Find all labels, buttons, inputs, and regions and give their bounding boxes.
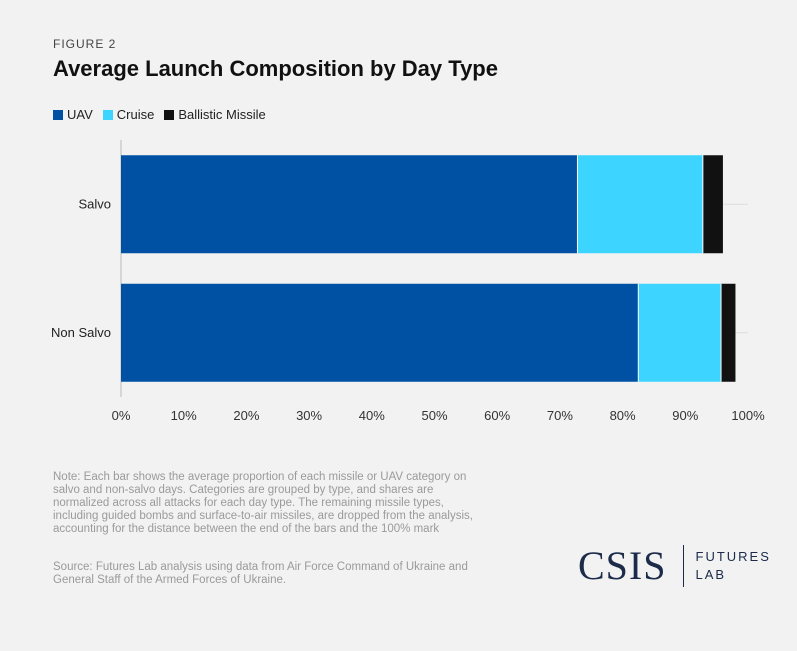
x-tick-label: 50% <box>421 408 447 423</box>
bar-uav-non-salvo <box>121 283 639 382</box>
legend-item-uav: UAV <box>53 107 93 122</box>
legend-swatch-uav <box>53 109 63 120</box>
bar-cruise-non-salvo <box>638 283 722 382</box>
legend-item-cruise: Cruise <box>102 107 155 122</box>
category-label: Salvo <box>78 196 111 211</box>
logo-futures-lab: FUTURES LAB <box>696 548 771 584</box>
x-tick-label: 10% <box>171 408 197 423</box>
x-tick-label: 40% <box>359 408 385 423</box>
x-tick-label: 90% <box>672 408 698 423</box>
x-tick-label: 70% <box>547 408 573 423</box>
legend-swatch-ballistic <box>164 109 175 120</box>
x-tick-label: 80% <box>610 408 636 423</box>
legend-label-uav: UAV <box>67 107 93 122</box>
legend-label-ballistic: Ballistic Missile <box>178 107 266 122</box>
legend-swatch-cruise <box>102 109 113 120</box>
bar-uav-salvo <box>121 155 578 254</box>
chart-note: Note: Each bar shows the average proport… <box>53 471 473 535</box>
chart-title: Average Launch Composition by Day Type <box>53 56 498 81</box>
bar-ballistic-missile-salvo <box>702 155 723 254</box>
x-tick-label: 100% <box>731 408 765 423</box>
figure-label: FIGURE 2 <box>53 37 117 51</box>
bar-ballistic-missile-non-salvo <box>721 283 736 382</box>
logo-csis: CSIS <box>578 543 667 588</box>
x-tick-label: 20% <box>233 408 259 423</box>
legend: UAV Cruise Ballistic Missile <box>53 107 266 122</box>
logo-lab: LAB <box>695 567 727 582</box>
legend-item-ballistic: Ballistic Missile <box>164 107 266 122</box>
logo-divider <box>682 545 684 587</box>
logo-futures: FUTURES <box>695 549 771 564</box>
bar-cruise-salvo <box>577 155 703 254</box>
csis-futures-lab-logo: CSIS FUTURES LAB <box>578 545 771 587</box>
legend-label-cruise: Cruise <box>116 107 155 122</box>
x-tick-label: 30% <box>296 408 322 423</box>
x-tick-label: 60% <box>484 408 510 423</box>
category-label: Non Salvo <box>51 325 111 340</box>
x-tick-label: 0% <box>112 408 131 423</box>
chart-source: Source: Futures Lab analysis using data … <box>53 561 468 586</box>
